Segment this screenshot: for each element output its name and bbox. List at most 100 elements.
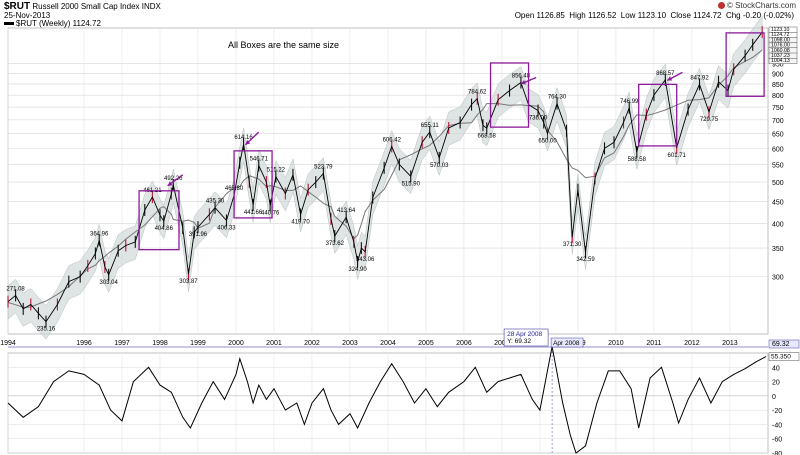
tooltip-value: Y: 69.32: [507, 338, 531, 345]
brand-label: © StockCharts.com: [726, 1, 796, 10]
price-data-label: 746.99: [620, 99, 639, 105]
price-data-label: 515.22: [267, 168, 286, 174]
year-tick-label: 2011: [646, 340, 661, 347]
price-tick-label: 700: [772, 118, 784, 125]
oscillator-tick-label: -40: [772, 422, 782, 429]
year-tick-label: 1994: [0, 340, 16, 347]
index-name: Russell 2000 Small Cap Index: [32, 2, 140, 11]
price-data-label: 847.92: [690, 75, 709, 81]
price-data-label: 235.16: [37, 327, 56, 333]
comparison-box: [138, 190, 180, 251]
current-value-label: 69.32: [772, 341, 790, 348]
brand-logo[interactable]: © StockCharts.com: [717, 1, 796, 10]
annotation-arrowhead: [667, 76, 673, 81]
axis-date-label: Apr 2008: [553, 340, 580, 347]
price-data-label: 523.79: [314, 165, 333, 171]
close-value: 1124.72: [693, 11, 722, 20]
price-tick-label: 650: [772, 132, 784, 139]
low-value: 1123.10: [637, 11, 667, 20]
exchange: INDX: [141, 2, 161, 11]
price-data-label: 404.86: [155, 226, 174, 232]
oscillator-value-label: 55.350: [771, 354, 791, 361]
current-price-box: [768, 58, 798, 64]
price-data-label: 371.30: [563, 242, 582, 248]
legend-label: $RUT (Weekly) 1124.72: [16, 19, 101, 28]
price-data-label: 303.04: [100, 280, 119, 286]
price-data-label: 342.59: [576, 257, 595, 263]
year-tick-label: 2001: [266, 340, 282, 347]
ticker-title: $RUT Russell 2000 Small Cap Index INDX: [4, 1, 161, 12]
price-data-label: 588.58: [628, 157, 647, 163]
price-data-label: 655.11: [421, 123, 440, 129]
oscillator-tick-label: -60: [772, 437, 782, 444]
price-data-label: 856.48: [512, 74, 531, 80]
year-tick-label: 1996: [76, 340, 92, 347]
current-price-label: 1123.10: [771, 27, 789, 33]
price-data-label: 515.90: [402, 181, 421, 187]
price-tick-label: 550: [772, 162, 784, 169]
current-price-label: 1060.08: [771, 48, 790, 54]
price-tick-label: 850: [772, 82, 784, 89]
current-price-label: 1037.23: [771, 53, 790, 59]
symbol: $RUT: [4, 1, 31, 12]
year-tick-label: 2002: [304, 340, 320, 347]
open-label: Open: [514, 11, 535, 20]
price-data-label: 364.96: [90, 231, 109, 237]
close-label: Close: [670, 11, 691, 20]
price-data-label: 601.71: [668, 153, 687, 159]
high-label: High: [569, 11, 586, 20]
price-tick-label: 600: [772, 146, 784, 153]
price-data-label: 440.76: [261, 210, 280, 216]
year-tick-label: 2010: [608, 340, 624, 347]
price-data-label: 570.03: [430, 163, 449, 169]
price-data-label: 868.57: [656, 71, 675, 77]
tooltip-date: 28 Apr 2008: [507, 331, 542, 338]
high-value: 1126.52: [587, 11, 617, 20]
price-data-label: 271.08: [6, 286, 25, 292]
year-tick-label: 2006: [456, 340, 472, 347]
current-value-box: [768, 339, 800, 349]
stockcharts-logo-icon: [717, 2, 725, 10]
axis-date-box: [550, 337, 584, 348]
chart-date: 25-Nov-2013: [4, 11, 51, 20]
price-tick-label: 900: [772, 71, 784, 78]
year-tick-label: 2003: [342, 340, 358, 347]
price-data-label: 614.16: [234, 135, 253, 141]
price-line: [7, 31, 763, 323]
annotation-arrowhead: [520, 80, 526, 85]
current-price-label: 1124.72: [771, 32, 789, 38]
price-tick-label: 800: [772, 93, 784, 100]
price-tick-label: 300: [772, 275, 784, 282]
chg-label: Chg: [725, 11, 741, 20]
price-data-label: 406.33: [217, 225, 236, 231]
low-label: Low: [620, 11, 636, 20]
annotation-text: All Boxes are the same size: [228, 40, 340, 50]
comparison-box: [233, 150, 273, 219]
annotation-arrowhead: [167, 181, 173, 186]
oscillator-line: [7, 346, 767, 454]
price-data-label: 303.87: [179, 279, 198, 285]
year-tick-label: 2012: [684, 340, 700, 347]
price-data-label: 736.00: [529, 116, 548, 122]
series-legend: $RUT (Weekly) 1124.72: [4, 19, 101, 28]
price-tick-label: 750: [772, 105, 784, 112]
oscillator-tick-label: 0: [772, 394, 776, 401]
price-tick-label: 950: [772, 61, 784, 68]
oscillator-tick-label: 40: [772, 365, 780, 372]
current-price-label: 1076.00: [771, 43, 790, 49]
oscillator-tick-label: -20: [772, 408, 782, 415]
price-tick-label: 500: [772, 180, 784, 187]
year-tick-label: 2005: [418, 340, 434, 347]
year-tick-label: 2013: [722, 340, 738, 347]
tooltip-box: [503, 328, 549, 347]
open-value: 1126.85: [536, 11, 565, 20]
oscillator-value-box: [768, 352, 800, 361]
year-tick-label: 2004: [380, 340, 396, 347]
price-data-label: 391.96: [189, 232, 208, 238]
price-data-label: 729.75: [700, 117, 719, 123]
year-tick-label: 1999: [190, 340, 206, 347]
price-data-label: 435.30: [206, 199, 225, 205]
oscillator-tick-label: -80: [772, 451, 782, 455]
ohlc-readout: Open 1126.85 High 1126.52 Low 1123.10 Cl…: [515, 11, 794, 20]
